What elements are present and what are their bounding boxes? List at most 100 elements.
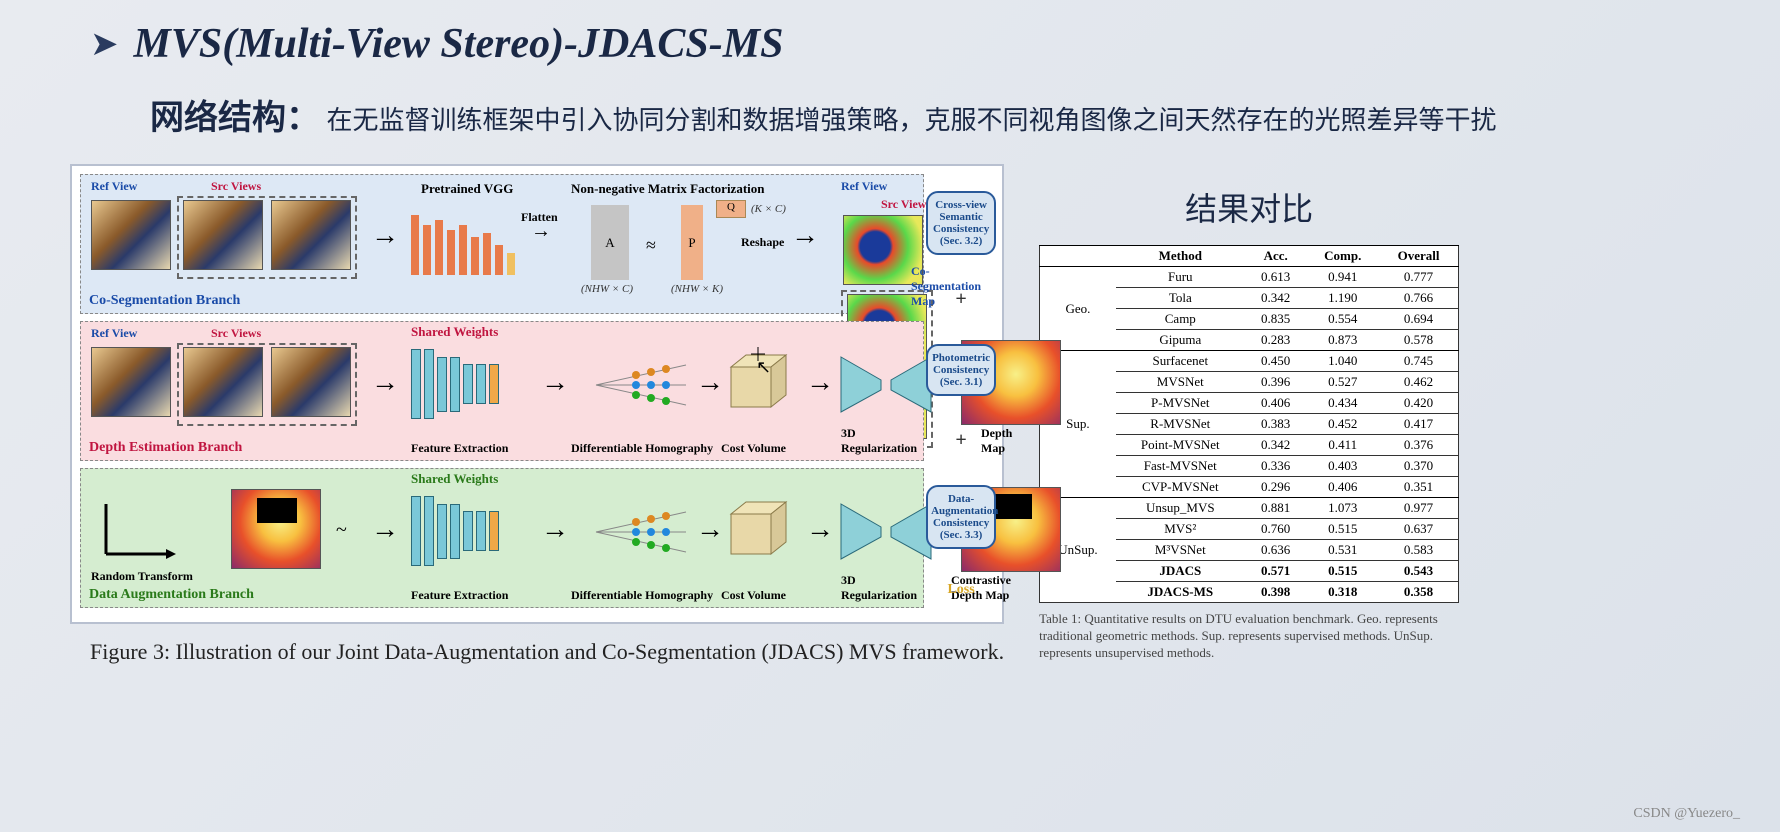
aug-image (231, 489, 321, 574)
arrow-icon: → (541, 367, 569, 399)
table-cell: 0.417 (1379, 414, 1459, 435)
cube-svg (721, 347, 796, 422)
src-image-thumb (271, 347, 351, 417)
src-image-thumb (271, 200, 351, 270)
table-row: Geo.Furu0.6130.9410.777 (1040, 267, 1459, 288)
figure-caption: Figure 3: Illustration of our Joint Data… (70, 639, 1004, 665)
depth-branch: Ref View Src Views → Shared Weights (80, 321, 924, 461)
table-cell: CVP-MVSNet (1116, 477, 1245, 498)
table-cell: 0.370 (1379, 456, 1459, 477)
reg-label: 3D Regularization (841, 573, 923, 603)
vgg-bars (411, 205, 515, 275)
feat-bar (437, 357, 447, 412)
table-cell: 0.434 (1306, 393, 1379, 414)
table-cell: 0.383 (1245, 414, 1307, 435)
arrow-icon: → (541, 514, 569, 546)
regularization-icon (836, 352, 936, 417)
th-method: Method (1116, 246, 1245, 267)
feat-bar (411, 349, 421, 419)
table-cell: MVS² (1116, 519, 1245, 540)
table-cell: 1.073 (1306, 498, 1379, 519)
rand-svg (96, 494, 176, 569)
ref-image-thumb (91, 200, 171, 270)
hourglass-svg (836, 499, 936, 564)
table-cell: 0.462 (1379, 372, 1459, 393)
src-image-thumb (183, 347, 263, 417)
vgg-bar (459, 225, 467, 275)
arrow-icon: → (371, 514, 399, 546)
main-title: MVS(Multi-View Stereo)-JDACS-MS (134, 20, 784, 68)
homography-icon (591, 350, 691, 420)
subtitle-text: 在无监督训练框架中引入协同分割和数据增强策略，克服不同视角图像之间天然存在的光照… (327, 106, 1497, 135)
matrix-a: A (591, 205, 629, 280)
vgg-label: Pretrained VGG (421, 181, 513, 197)
table-cell: 0.351 (1379, 477, 1459, 498)
loss-box-semantic: Cross-view Semantic Consistency (Sec. 3.… (926, 191, 996, 255)
table-cell: 0.406 (1306, 477, 1379, 498)
coseg-branch-label: Co-Segmentation Branch (89, 293, 240, 309)
table-cell: P-MVSNet (1116, 393, 1245, 414)
homog-svg (591, 350, 691, 420)
table-header-row: Method Acc. Comp. Overall (1040, 246, 1459, 267)
table-cell: 0.406 (1245, 393, 1307, 414)
table-cell: 0.583 (1379, 540, 1459, 561)
results-table: Method Acc. Comp. Overall Geo.Furu0.6130… (1039, 245, 1459, 603)
figure-panel: Ref View Src Views → Pretrained VGG (70, 164, 1004, 624)
table-caption: Table 1: Quantitative results on DTU eva… (1039, 611, 1459, 662)
reg-label: 3D Regularization (841, 426, 923, 456)
table-cell: R-MVSNet (1116, 414, 1245, 435)
table-cell: 0.766 (1379, 288, 1459, 309)
arrow-icon: → (696, 367, 724, 399)
group-cell: Geo. (1040, 267, 1116, 351)
table-cell: Surfacenet (1116, 351, 1245, 372)
vgg-bar (495, 245, 503, 275)
table-cell: MVSNet (1116, 372, 1245, 393)
srcview-label: Src Views (211, 326, 261, 341)
depth-branch-label: Depth Estimation Branch (89, 440, 242, 456)
table-cell: 0.358 (1379, 582, 1459, 603)
dim-a: (NHW × C) (581, 283, 633, 295)
tilde-icon: ~ (336, 519, 347, 542)
table-cell: 0.760 (1245, 519, 1307, 540)
loss-label: Loss (947, 582, 974, 598)
aug-branch: Random Transform ~ → Shared Weights (80, 468, 924, 608)
src-images-box (177, 196, 357, 279)
table-cell: 1.040 (1306, 351, 1379, 372)
table-cell: 0.342 (1245, 435, 1307, 456)
feat-bar (489, 364, 499, 404)
table-cell: 0.977 (1379, 498, 1459, 519)
feat-bar (476, 511, 486, 551)
table-cell: 0.881 (1245, 498, 1307, 519)
map-ref-label: Ref View (841, 179, 887, 193)
feat-bar (450, 504, 460, 559)
table-cell: 0.452 (1306, 414, 1379, 435)
cost-label: Cost Volume (721, 441, 786, 456)
arrow-icon: → (791, 220, 819, 252)
results-panel: 结果对比 Method Acc. Comp. Overall Geo.Furu0… (1024, 164, 1474, 665)
feat-label: Feature Extraction (411, 441, 508, 456)
homog-label: Differentiable Homography (571, 441, 713, 456)
vgg-bar (423, 225, 431, 275)
vgg-bar (507, 253, 515, 275)
table-cell: 0.527 (1306, 372, 1379, 393)
homog-label: Differentiable Homography (571, 588, 713, 603)
figure-wrapper: Ref View Src Views → Pretrained VGG (70, 164, 1004, 665)
table-cell: 0.376 (1379, 435, 1459, 456)
th-acc: Acc. (1245, 246, 1307, 267)
table-cell: 0.571 (1245, 561, 1307, 582)
hourglass-svg (836, 352, 936, 417)
table-cell: 0.283 (1245, 330, 1307, 351)
plus-icon: + (955, 288, 966, 311)
table-row: UnSup.Unsup_MVS0.8811.0730.977 (1040, 498, 1459, 519)
arrow-icon: → (371, 367, 399, 399)
arrow-icon: → (806, 514, 834, 546)
subtitle-label: 网络结构： (150, 100, 320, 137)
feat-label: Feature Extraction (411, 588, 508, 603)
table-cell: 0.941 (1306, 267, 1379, 288)
table-cell: M³VSNet (1116, 540, 1245, 561)
table-cell: 0.636 (1245, 540, 1307, 561)
homog-svg (591, 497, 691, 567)
th-group (1040, 246, 1116, 267)
table-cell: 0.531 (1306, 540, 1379, 561)
subtitle: 网络结构： 在无监督训练框架中引入协同分割和数据增强策略，克服不同视角图像之间天… (150, 93, 1720, 144)
